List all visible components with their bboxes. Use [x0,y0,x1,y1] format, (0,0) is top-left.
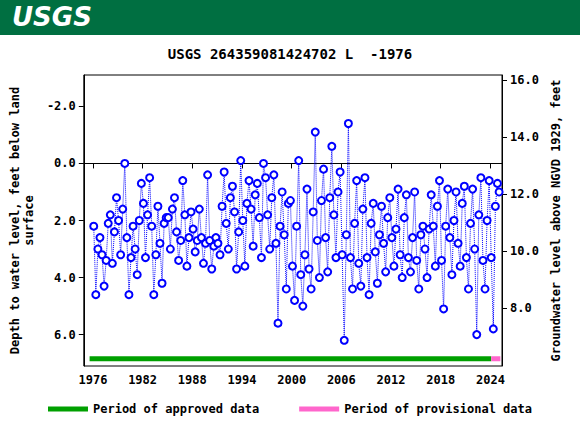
svg-text:1976: 1976 [78,373,107,387]
svg-text:-2.0: -2.0 [47,99,76,113]
svg-text:1988: 1988 [178,373,207,387]
svg-text:6.0: 6.0 [54,328,76,342]
svg-text:0.0: 0.0 [54,156,76,170]
svg-text:Period of provisional data: Period of provisional data [344,402,532,416]
svg-text:USGS: USGS [12,2,92,32]
svg-text:2012: 2012 [377,373,406,387]
svg-text:8.0: 8.0 [510,301,532,315]
svg-text:USGS 264359081424702 L -1976: USGS 264359081424702 L -1976 [168,46,412,62]
svg-text:Period of approved data: Period of approved data [93,402,259,416]
svg-text:12.0: 12.0 [510,187,539,201]
svg-text:14.0: 14.0 [510,130,539,144]
svg-text:Groundwater level above NGVD 1: Groundwater level above NGVD 1929, feet [549,80,563,362]
svg-text:1994: 1994 [228,373,257,387]
svg-text:2000: 2000 [277,373,306,387]
svg-text:10.0: 10.0 [510,244,539,258]
svg-text:2018: 2018 [426,373,455,387]
svg-text:2024: 2024 [476,373,505,387]
svg-text:2006: 2006 [327,373,356,387]
svg-text:Depth to water level, feet bel: Depth to water level, feet below land [8,87,22,354]
svg-text:16.0: 16.0 [510,73,539,87]
svg-text:4.0: 4.0 [54,271,76,285]
svg-text:1982: 1982 [128,373,157,387]
svg-text:2.0: 2.0 [54,214,76,228]
svg-text:surface: surface [22,195,36,246]
